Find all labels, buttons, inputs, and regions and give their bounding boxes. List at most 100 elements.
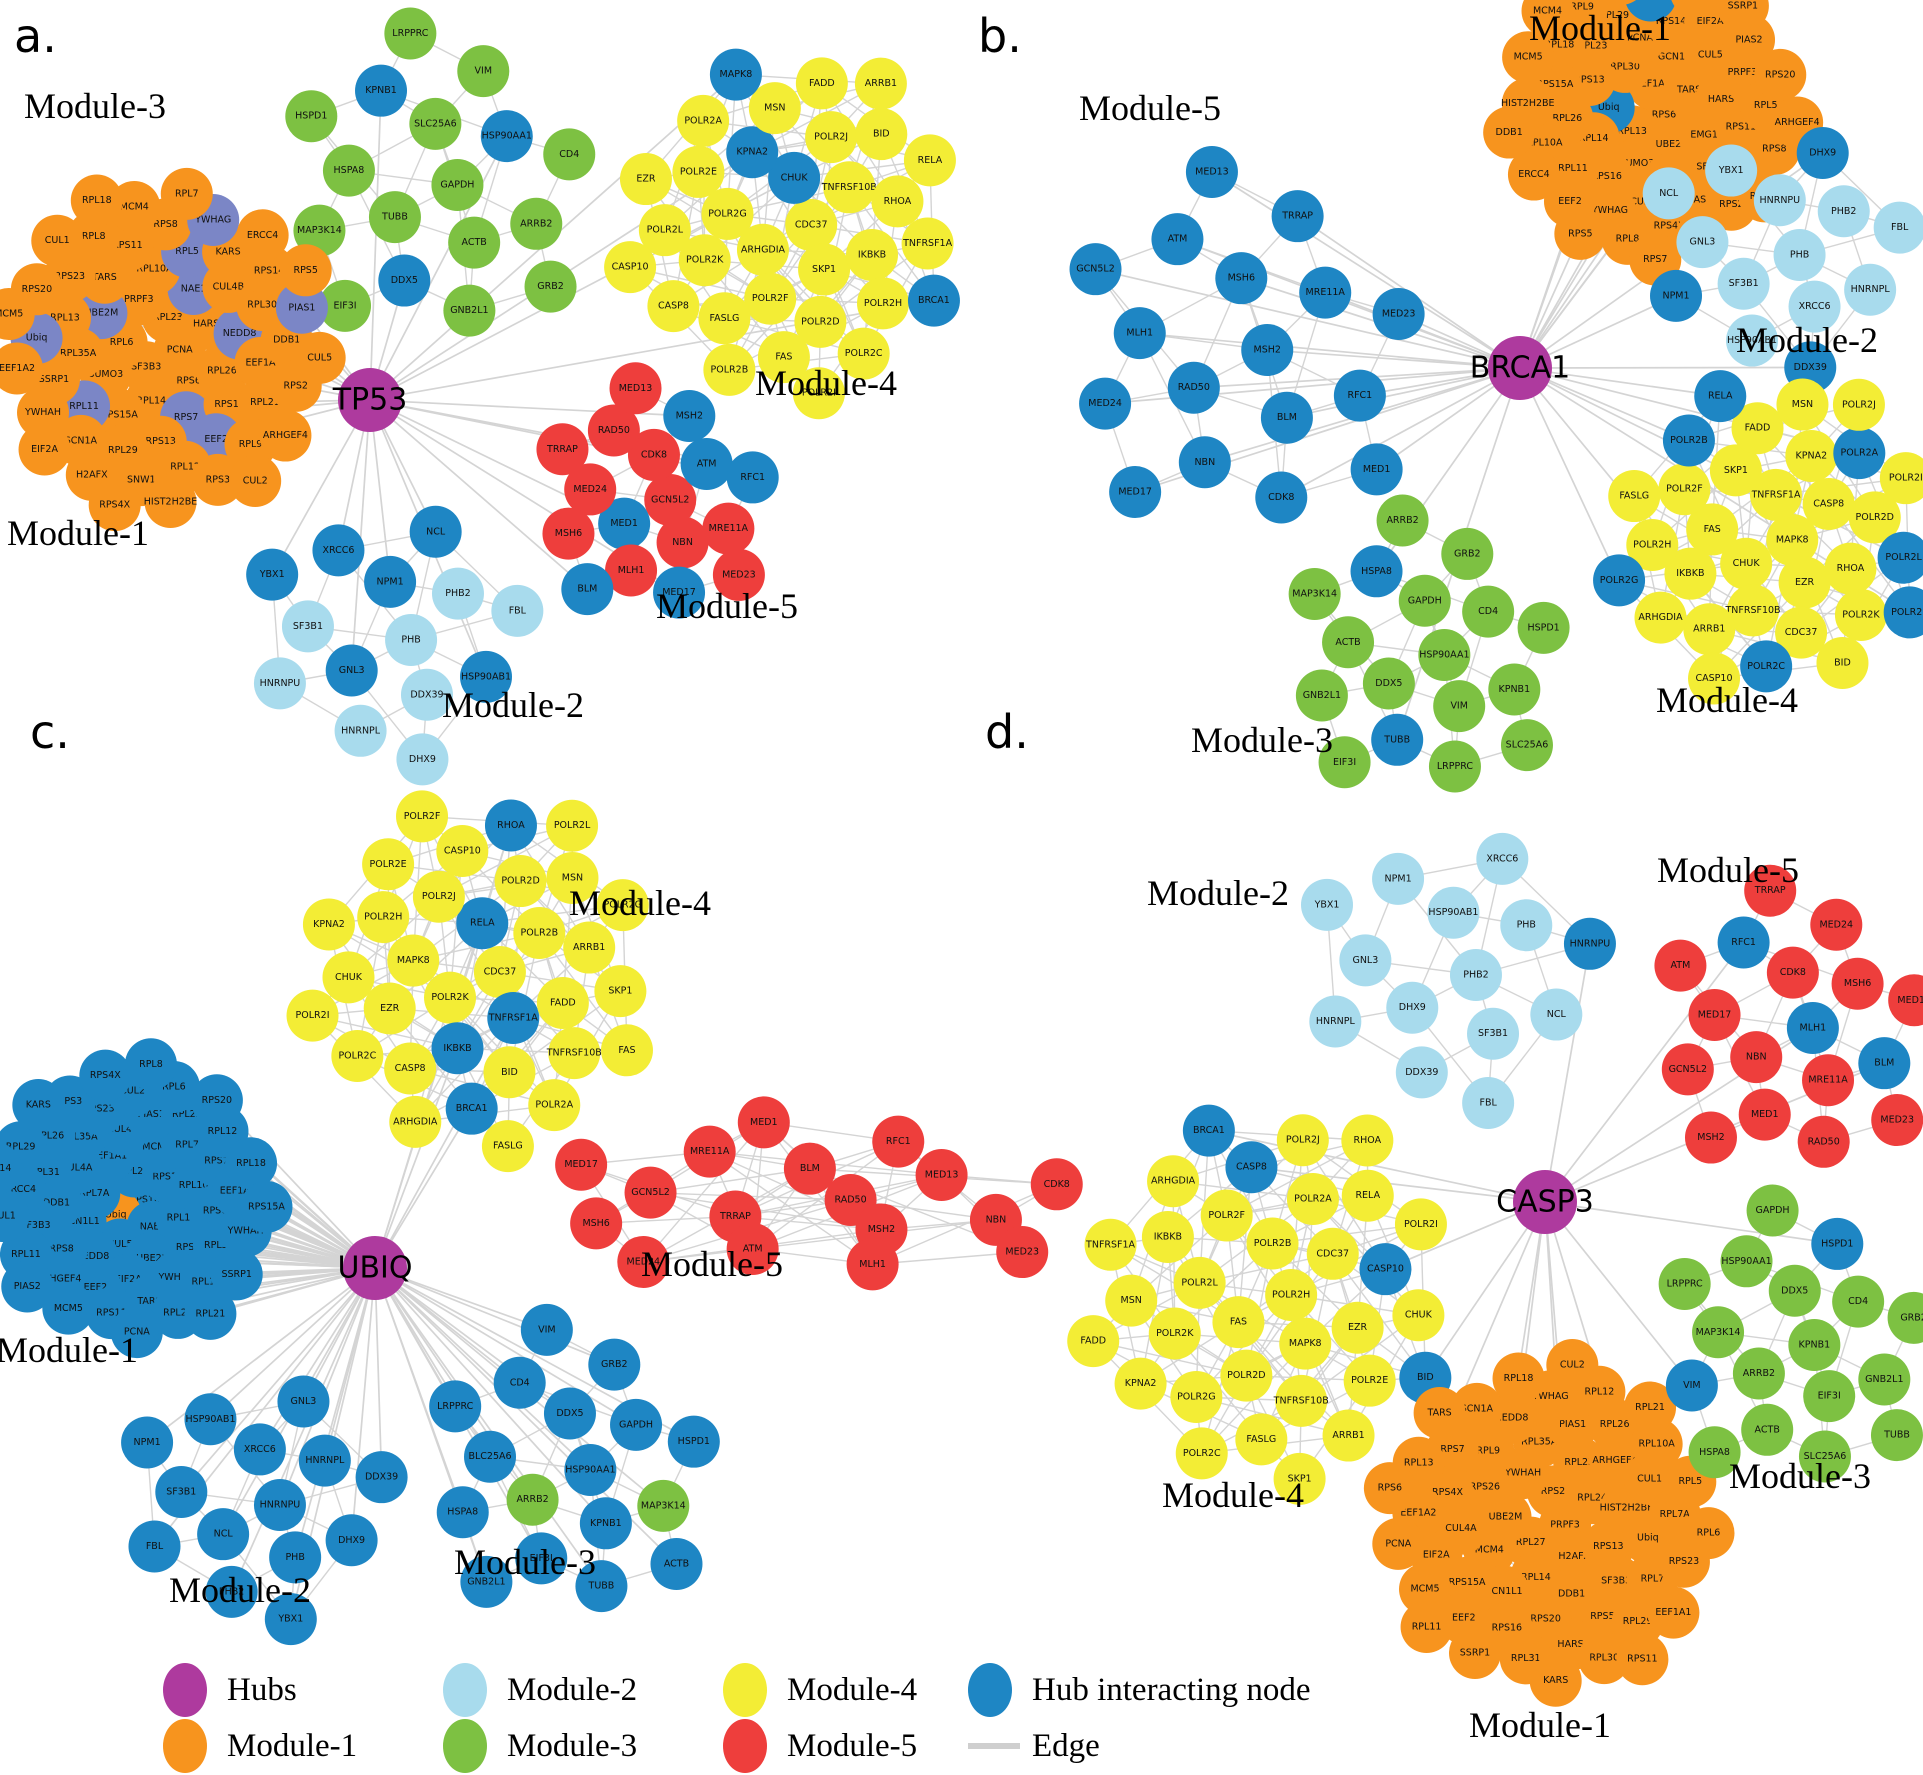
network-node[interactable]: SF3B1 <box>1717 257 1770 310</box>
network-node[interactable]: RFC1 <box>726 451 779 504</box>
network-node[interactable]: TUBB <box>1870 1409 1923 1462</box>
network-node[interactable]: TRRAP <box>1271 190 1324 243</box>
network-node[interactable]: TUBB <box>575 1560 628 1613</box>
network-node[interactable]: NPM1 <box>1650 269 1703 322</box>
network-node[interactable]: ARRB1 <box>563 921 616 974</box>
network-node[interactable]: KPNB1 <box>1488 663 1541 716</box>
network-node[interactable]: MED24 <box>1079 377 1132 430</box>
network-node[interactable]: FBL <box>491 584 544 637</box>
network-node[interactable]: GNB2L1 <box>1858 1353 1911 1406</box>
network-node[interactable]: POLR2D <box>1848 491 1901 544</box>
network-node[interactable]: ARRB2 <box>1376 494 1429 547</box>
network-node[interactable]: RPS14 <box>0 1143 23 1195</box>
network-node[interactable]: HSP90AB1 <box>460 650 513 703</box>
network-node[interactable]: SKP1 <box>594 965 647 1018</box>
network-node[interactable]: SSRP1 <box>1716 0 1769 32</box>
network-node[interactable]: MAPK8 <box>1766 514 1819 566</box>
network-node[interactable]: EIF3I <box>515 1532 568 1585</box>
network-node[interactable]: HNRNPL <box>1844 263 1897 316</box>
network-node[interactable]: POLR2J <box>1276 1114 1329 1167</box>
network-node[interactable]: POLR2L <box>546 799 599 852</box>
network-node[interactable]: POLR2A <box>677 94 730 147</box>
network-node[interactable]: RPS5 <box>279 244 332 297</box>
network-node[interactable]: DDX5 <box>1768 1264 1821 1317</box>
network-node[interactable]: POLR2H <box>357 891 410 944</box>
network-node[interactable]: NCL <box>1530 988 1583 1041</box>
network-node[interactable]: MRE11A <box>683 1125 736 1178</box>
network-node[interactable]: RPS11 <box>1616 1633 1669 1686</box>
network-node[interactable]: FAS <box>757 331 810 384</box>
network-node[interactable]: TNFRSF10B <box>1273 1374 1329 1427</box>
network-node[interactable]: MAPK8 <box>387 934 440 987</box>
network-node[interactable]: POLR2E <box>1343 1354 1396 1407</box>
network-node[interactable]: NBN <box>1730 1031 1783 1084</box>
network-node[interactable]: POLR2J <box>412 870 465 923</box>
network-node[interactable]: CUL1 <box>0 1190 30 1243</box>
network-node[interactable]: RPL6 <box>1595 0 1647 5</box>
network-node[interactable]: FBL <box>1462 1076 1515 1129</box>
network-node[interactable]: ARRB2 <box>1732 1347 1785 1400</box>
network-node[interactable]: POLR2L <box>1173 1256 1226 1309</box>
network-node[interactable]: DHX9 <box>325 1514 378 1567</box>
network-node[interactable]: PCNA <box>1372 1517 1425 1570</box>
network-node[interactable]: MED1 <box>737 1096 790 1149</box>
network-node[interactable]: GRB2 <box>588 1338 641 1391</box>
network-node[interactable]: BID <box>483 1046 536 1099</box>
network-node[interactable]: POLR2F <box>744 272 797 325</box>
network-node[interactable]: POLR2F <box>396 790 449 843</box>
network-node[interactable]: EZR <box>1331 1301 1384 1354</box>
network-node[interactable]: HNRNPL <box>334 704 387 757</box>
network-node[interactable]: GNL3 <box>325 644 378 697</box>
network-node[interactable]: NAE1 <box>1670 0 1722 18</box>
network-node[interactable]: KPNB1 <box>1788 1319 1841 1371</box>
network-node[interactable]: NBN <box>1178 436 1231 489</box>
network-node[interactable]: ARHGDIA <box>389 1095 442 1148</box>
network-node[interactable]: GNB2L1 <box>460 1555 513 1608</box>
network-node[interactable]: IKBKB <box>845 228 898 281</box>
network-node[interactable]: MSH2 <box>663 390 716 443</box>
network-node[interactable]: CASP10 <box>1688 652 1741 705</box>
network-node[interactable]: CDK8 <box>1255 471 1308 524</box>
network-node[interactable]: XRCC6 <box>233 1423 286 1476</box>
network-node[interactable]: YBX1 <box>1301 878 1354 931</box>
network-node[interactable]: RPL21 <box>184 1287 237 1340</box>
network-node[interactable]: MED13 <box>915 1148 968 1201</box>
hub-node-BRCA1[interactable]: BRCA1 <box>1470 336 1571 400</box>
network-node[interactable]: MED24 <box>1810 898 1863 951</box>
network-node[interactable]: RELA <box>903 134 956 187</box>
network-node[interactable]: POLR2J <box>805 111 858 164</box>
network-node[interactable]: DDX5 <box>1362 657 1415 710</box>
network-node[interactable]: YBX1 <box>1705 144 1758 197</box>
network-node[interactable]: TRRAP <box>536 423 589 476</box>
network-node[interactable]: MSH2 <box>1241 324 1294 376</box>
network-node[interactable]: TUBB <box>1371 713 1424 766</box>
network-node[interactable]: FASLG <box>1608 470 1661 523</box>
network-node[interactable]: SF3B1 <box>155 1465 208 1518</box>
network-node[interactable]: POLR2H <box>856 277 909 330</box>
network-node[interactable]: POLR2B <box>1662 414 1715 467</box>
network-node[interactable]: TRRAP <box>1744 864 1797 917</box>
network-node[interactable]: POLR2I <box>1879 452 1923 505</box>
network-node[interactable]: RPS20 <box>190 1074 243 1127</box>
network-node[interactable]: XRCC6 <box>312 524 365 577</box>
network-node[interactable]: DDX39 <box>400 668 453 721</box>
network-node[interactable]: MED1 <box>1350 443 1403 496</box>
network-node[interactable]: KARS <box>1529 1654 1582 1707</box>
network-node[interactable]: POLR2A <box>1833 427 1886 480</box>
network-node[interactable]: H2AFX <box>1624 0 1677 22</box>
network-node[interactable]: MED17 <box>1109 466 1162 519</box>
network-node[interactable]: GAPDH <box>431 159 484 211</box>
network-node[interactable]: HSPD1 <box>1811 1217 1864 1270</box>
network-node[interactable]: HSP90AA1 <box>1720 1235 1773 1288</box>
network-node[interactable]: BLM <box>561 563 614 616</box>
network-node[interactable]: POLR2F <box>1200 1189 1253 1242</box>
network-node[interactable]: FAS <box>600 1024 653 1077</box>
network-node[interactable]: MCM5 <box>0 288 35 341</box>
network-node[interactable]: MCM5 <box>1399 1563 1452 1616</box>
network-node[interactable]: POLR2B <box>1246 1217 1299 1270</box>
network-node[interactable]: FASLG <box>698 292 751 345</box>
network-node[interactable]: MAPK8 <box>709 48 762 101</box>
network-node[interactable]: POLR2E <box>672 145 725 198</box>
network-node[interactable]: POLR2K <box>424 971 477 1024</box>
network-node[interactable]: POLR2D <box>794 295 847 348</box>
